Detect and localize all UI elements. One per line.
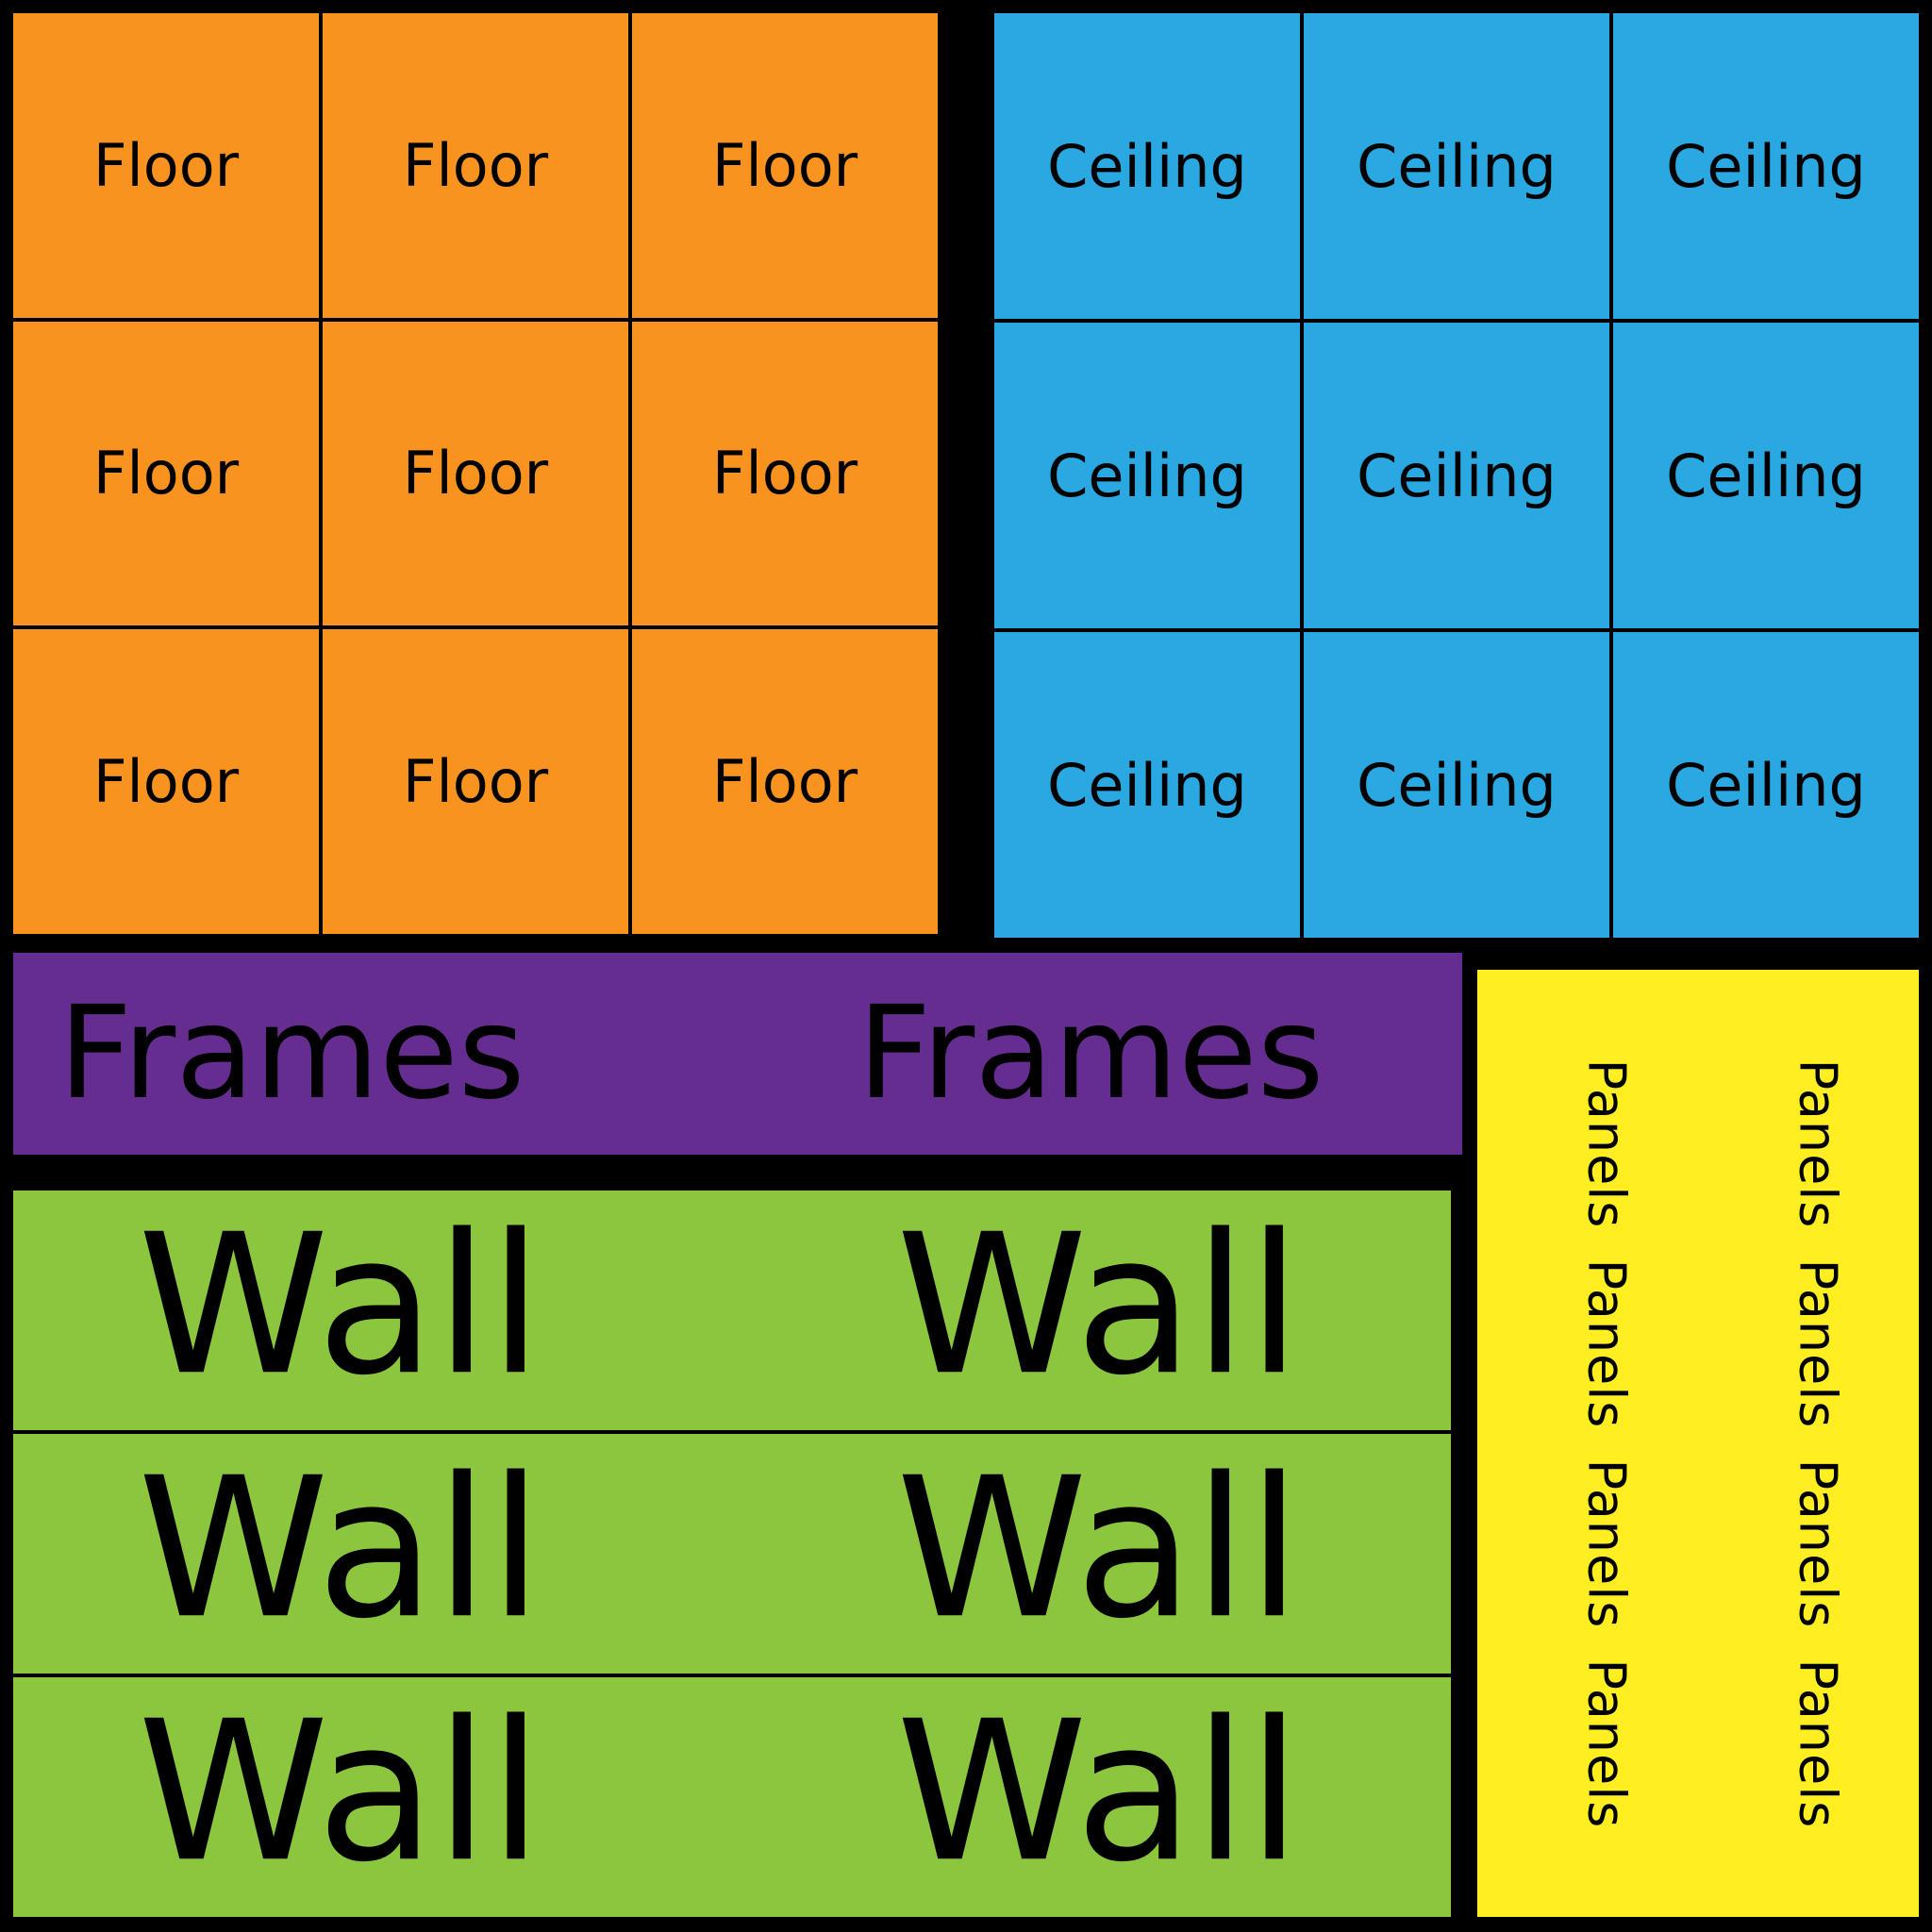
wall-label: Wall	[896, 1680, 1302, 1906]
floor-block: Floor Floor Floor Floor Floor Floor Floo…	[13, 13, 938, 934]
panels-block: Panels Panels Panels Panels Panels Panel…	[1477, 970, 1919, 1917]
ceiling-block: Ceiling Ceiling Ceiling Ceiling Ceiling …	[994, 13, 1919, 938]
ceiling-cell: Ceiling	[1613, 13, 1919, 319]
floor-cell: Floor	[632, 629, 938, 934]
floor-cell: Floor	[323, 321, 628, 626]
floor-cell: Floor	[632, 13, 938, 318]
floor-cell: Floor	[13, 321, 319, 626]
ceiling-cell: Ceiling	[1613, 323, 1919, 628]
wall-row: Wall Wall	[13, 1191, 1451, 1430]
wall-label: Wall	[138, 1680, 543, 1906]
frames-label: Frames	[58, 979, 525, 1128]
ceiling-cell: Ceiling	[1304, 632, 1609, 938]
wall-label: Wall	[896, 1437, 1302, 1662]
panels-label: Panels Panels Panels Panels	[1576, 1058, 1637, 1828]
floor-cell: Floor	[632, 321, 938, 626]
wall-label: Wall	[138, 1437, 543, 1662]
wall-label: Wall	[138, 1193, 543, 1419]
floor-cell: Floor	[323, 13, 628, 318]
ceiling-cell: Ceiling	[1613, 632, 1919, 938]
wall-block: Wall Wall Wall Wall Wall Wall	[13, 1191, 1451, 1917]
panels-label: Panels Panels Panels Panels	[1788, 1058, 1848, 1828]
ceiling-cell: Ceiling	[994, 632, 1300, 938]
ceiling-cell: Ceiling	[994, 13, 1300, 319]
ceiling-cell: Ceiling	[1304, 323, 1609, 628]
floor-cell: Floor	[323, 629, 628, 934]
floor-cell: Floor	[13, 629, 319, 934]
ceiling-cell: Ceiling	[1304, 13, 1609, 319]
panels-column: Panels Panels Panels Panels	[1574, 970, 1640, 1917]
wall-row: Wall Wall	[13, 1434, 1451, 1674]
wall-row: Wall Wall	[13, 1677, 1451, 1917]
wall-label: Wall	[896, 1193, 1302, 1419]
panels-column: Panels Panels Panels Panels	[1785, 970, 1851, 1917]
ceiling-cell: Ceiling	[994, 323, 1300, 628]
frames-strip: Frames Frames	[13, 953, 1462, 1155]
floor-cell: Floor	[13, 13, 319, 318]
frames-label: Frames	[858, 979, 1324, 1128]
